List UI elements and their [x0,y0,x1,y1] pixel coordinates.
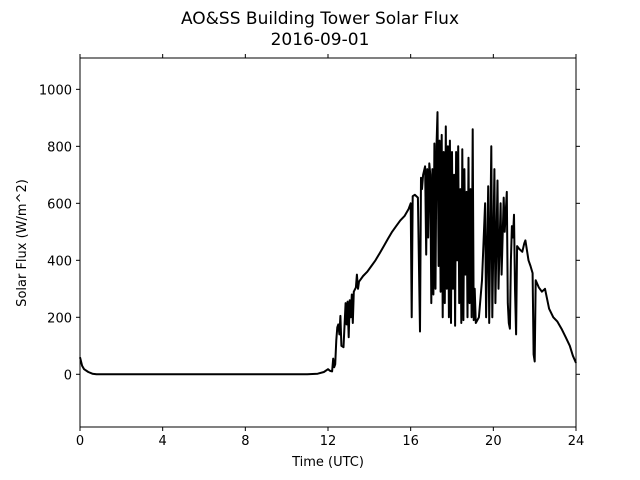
axis-ticks: 0 4 8 12 16 20 24 0 200 400 600 800 1000 [39,54,584,449]
y-tick-label: 1000 [39,83,72,98]
x-axis-label: Time (UTC) [291,455,364,470]
x-tick-label: 12 [320,434,337,449]
y-tick-label: 800 [47,140,72,155]
x-tick-label: 0 [76,434,84,449]
y-tick-label: 200 [47,311,72,326]
y-tick-label: 400 [47,254,72,269]
x-tick-label: 8 [241,434,249,449]
chart-title: AO&SS Building Tower Solar Flux [181,9,459,29]
x-tick-label: 24 [568,434,585,449]
plot-frame [79,57,577,428]
y-tick-label: 0 [64,368,72,383]
y-tick-label: 600 [47,197,72,212]
x-tick-label: 4 [159,434,167,449]
y-axis-label: Solar Flux (W/m^2) [15,179,30,307]
x-tick-label: 16 [402,434,419,449]
x-tick-label: 20 [485,434,502,449]
chart-subtitle: 2016-09-01 [271,30,370,50]
solar-flux-line [79,111,577,376]
